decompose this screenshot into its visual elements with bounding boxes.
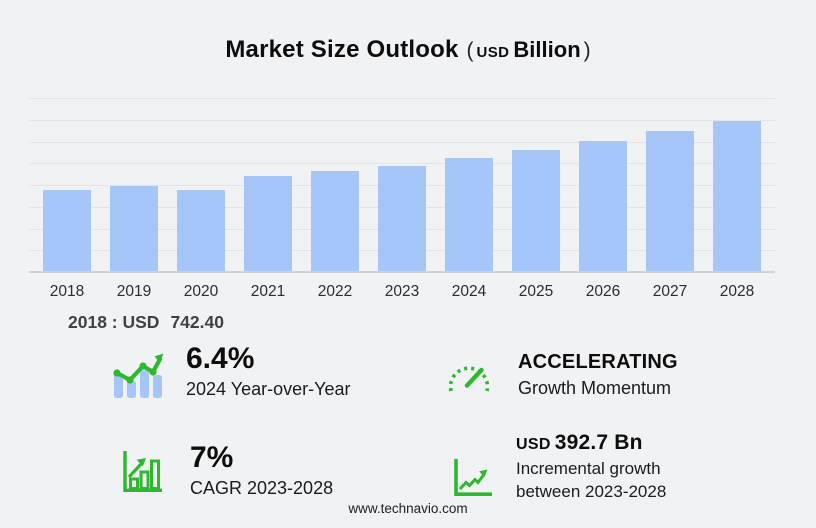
- incremental-currency: USD: [516, 436, 551, 453]
- bar-2026: [579, 141, 627, 271]
- x-tick-label-2021: 2021: [250, 283, 286, 300]
- paren-close: ): [583, 39, 591, 62]
- stat-growth-momentum: ACCELERATING Growth Momentum: [446, 351, 678, 399]
- line-chart-arrow-icon: [448, 454, 494, 505]
- billion-unit-label: Billion: [513, 37, 581, 62]
- stat-yoy-growth: 6.4% 2024 Year-over-Year: [110, 342, 351, 407]
- cagr-label: CAGR 2023-2028: [190, 477, 334, 498]
- bar-2023: [378, 165, 426, 271]
- yoy-label: 2024 Year-over-Year: [186, 378, 351, 399]
- paren-open: (: [466, 39, 474, 62]
- cagr-value: 7%: [190, 441, 234, 474]
- gridline: [29, 141, 775, 143]
- stat-incremental-growth: USD 392.7 Bn Incremental growth between 2…: [448, 431, 666, 505]
- x-tick-label-2027: 2027: [652, 283, 688, 300]
- x-tick-label-2020: 2020: [183, 283, 219, 300]
- x-axis-line: [29, 271, 775, 273]
- x-tick-label-2024: 2024: [451, 283, 487, 300]
- yoy-value: 6.4%: [186, 342, 255, 375]
- callout-value: 742.40: [170, 312, 224, 332]
- gridline: [29, 163, 775, 165]
- bar-growth-arrow-icon: [118, 448, 164, 499]
- stat-cagr: 7% CAGR 2023-2028: [118, 441, 334, 499]
- momentum-heading: ACCELERATING: [518, 351, 678, 373]
- bar-2028: [713, 121, 761, 271]
- bar-2027: [646, 131, 694, 271]
- bar-2020: [177, 190, 225, 271]
- bar-2024: [445, 157, 493, 271]
- incremental-label-line1: Incremental growth: [516, 459, 661, 478]
- bar-2021: [244, 176, 292, 271]
- x-tick-label-2025: 2025: [518, 283, 554, 300]
- incremental-label: Incremental growth between 2023-2028: [516, 458, 666, 504]
- x-tick-label-2022: 2022: [317, 283, 353, 300]
- trend-bars-icon: [110, 346, 166, 407]
- x-tick-label-2026: 2026: [585, 283, 621, 300]
- x-tick-label-2028: 2028: [719, 283, 755, 300]
- speedometer-icon: [446, 358, 492, 399]
- momentum-label: Growth Momentum: [518, 378, 672, 398]
- website-url: www.technavio.com: [348, 501, 468, 516]
- bar-2025: [512, 149, 560, 271]
- gridline: [29, 98, 775, 99]
- currency-unit-label: USD: [476, 44, 510, 61]
- bar-2018: [43, 190, 91, 271]
- data-callout-2018: 2018 : USD 742.40: [68, 312, 224, 333]
- gridline: [29, 119, 775, 121]
- incremental-label-line2: between 2023-2028: [516, 481, 667, 501]
- bar-2022: [311, 170, 359, 271]
- x-tick-label-2023: 2023: [384, 283, 420, 300]
- plot-area: [29, 98, 775, 273]
- incremental-value: 392.7 Bn: [554, 431, 643, 454]
- callout-label: 2018 : USD: [68, 312, 160, 332]
- bar-2019: [110, 186, 158, 271]
- x-tick-label-2019: 2019: [116, 283, 152, 300]
- x-axis-labels: 2018 2019 2020 2021 2022 2023 2024 2025 2026 2027…: [29, 283, 775, 301]
- chart-title-text: Market Size Outlook: [225, 36, 459, 63]
- bars-row: [29, 99, 775, 271]
- chart-title: Market Size Outlook (USD Billion): [0, 36, 816, 64]
- incremental-heading: USD 392.7 Bn: [516, 431, 666, 455]
- x-tick-label-2018: 2018: [49, 283, 85, 300]
